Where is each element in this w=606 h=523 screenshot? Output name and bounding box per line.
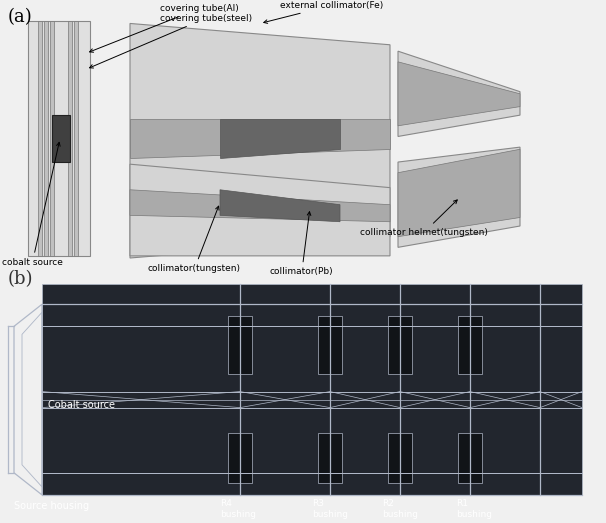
Bar [42,304,582,495]
Bar [458,433,482,483]
Polygon shape [398,62,520,126]
Text: covering tube(steel): covering tube(steel) [90,14,252,68]
Polygon shape [130,190,390,222]
Polygon shape [220,190,340,222]
Bar [228,433,252,483]
Bar [228,316,252,374]
Polygon shape [130,24,390,258]
Text: Cobalt source: Cobalt source [48,400,115,410]
Bar [52,115,70,162]
Bar [458,316,482,374]
Bar [42,284,582,304]
Text: R2
bushing: R2 bushing [382,499,418,519]
Text: covering tube(Al): covering tube(Al) [90,4,239,52]
Bar [38,21,42,256]
Bar [318,316,342,374]
Text: collimator(tungsten): collimator(tungsten) [148,206,241,273]
Text: cobalt source: cobalt source [2,142,63,267]
Polygon shape [130,119,390,158]
Text: Source housing: Source housing [14,501,89,511]
Bar [44,21,48,256]
Polygon shape [220,119,340,158]
Text: external collimator(Fe): external collimator(Fe) [264,1,383,24]
Text: (a): (a) [8,8,33,27]
Text: collimator helmet(tungsten): collimator helmet(tungsten) [360,200,488,237]
Bar [50,21,54,256]
Text: R4
bushing: R4 bushing [220,499,256,519]
Polygon shape [398,51,520,137]
Bar [388,433,412,483]
Bar [68,21,72,256]
Text: (b): (b) [8,270,33,288]
Polygon shape [398,147,520,247]
Text: R1
bushing: R1 bushing [456,499,492,519]
Bar [74,21,78,256]
Polygon shape [398,149,520,237]
Bar [28,21,90,256]
Bar [388,316,412,374]
Bar [318,433,342,483]
Text: collimator(Pb): collimator(Pb) [270,212,334,276]
Text: R3
bushing: R3 bushing [312,499,348,519]
Polygon shape [130,164,390,256]
